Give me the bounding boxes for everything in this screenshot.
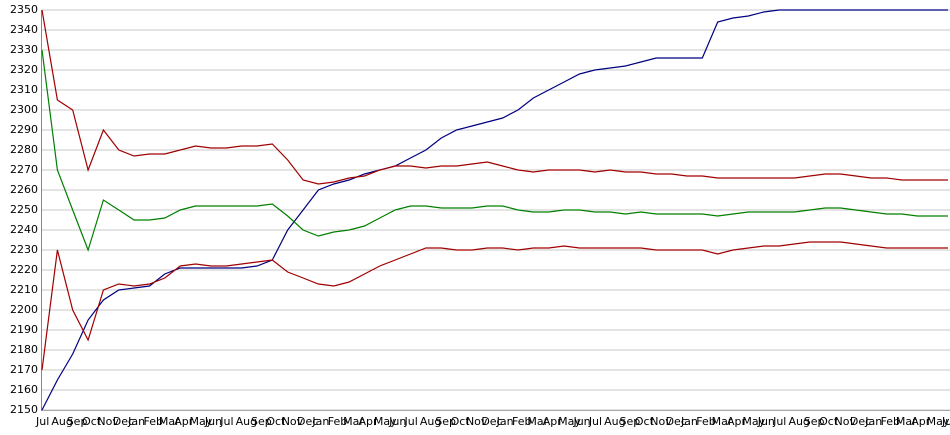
x-tick-label: Dec [666, 415, 687, 428]
x-tick-label: Jul [404, 415, 418, 428]
x-tick-label: Jul [588, 415, 602, 428]
x-tick-label: Apr [174, 415, 194, 428]
x-tick-label: Nov [466, 415, 488, 428]
x-tick-label: Jan [127, 415, 145, 428]
y-tick-label: 2330 [10, 43, 38, 56]
x-tick-label: Mar [712, 415, 733, 428]
x-tick-label: Apr [911, 415, 931, 428]
series-line [41, 9, 948, 411]
x-tick-label: Jul [772, 415, 786, 428]
x-tick-label: Jan [311, 415, 329, 428]
x-tick-label: Sep [620, 415, 641, 428]
x-tick-label: Feb [881, 415, 900, 428]
y-tick-label: 2180 [10, 343, 38, 356]
x-tick-label: Mar [343, 415, 364, 428]
x-tick-label: Nov [650, 415, 672, 428]
x-tick-label: Aug [420, 415, 441, 428]
x-tick-label: Apr [543, 415, 563, 428]
x-tick-label: Mar [159, 415, 180, 428]
x-tick-label: Aug [51, 415, 72, 428]
x-tick-label: May [558, 415, 581, 428]
x-tick-label: Oct [266, 415, 286, 428]
y-tick-label: 2340 [10, 23, 38, 36]
x-tick-label: Jan [496, 415, 514, 428]
y-tick-label: 2170 [10, 363, 38, 376]
x-tick-label: Jun [204, 415, 222, 428]
x-tick-label: Jun [388, 415, 406, 428]
x-tick-label: Apr [727, 415, 747, 428]
y-tick-label: 2230 [10, 243, 38, 256]
y-tick-label: 2290 [10, 123, 38, 136]
y-tick-label: 2280 [10, 143, 38, 156]
x-tick-label: Aug [236, 415, 257, 428]
x-tick-label: Dec [850, 415, 871, 428]
y-tick-label: 2240 [10, 223, 38, 236]
y-tick-label: 2310 [10, 83, 38, 96]
x-tick-label: Dec [297, 415, 318, 428]
x-tick-label: Feb [696, 415, 715, 428]
x-tick-label: Jun [757, 415, 775, 428]
x-tick-label: May [374, 415, 397, 428]
x-tick-label: Dec [113, 415, 134, 428]
y-tick-label: 2220 [10, 263, 38, 276]
x-tick-label: Feb [143, 415, 162, 428]
y-tick-label: 2350 [10, 3, 38, 16]
x-tick-label: Jan [680, 415, 698, 428]
x-tick-label: Oct [451, 415, 471, 428]
y-tick-label: 2150 [10, 403, 38, 416]
x-tick-label: Oct [635, 415, 655, 428]
x-tick-label: Apr [358, 415, 378, 428]
x-tick-label: Jun [941, 415, 950, 428]
x-tick-label: Aug [788, 415, 809, 428]
y-tick-label: 2210 [10, 283, 38, 296]
x-tick-label: May [742, 415, 765, 428]
x-tick-label: Mar [527, 415, 548, 428]
x-tick-label: Nov [97, 415, 119, 428]
series-line [41, 241, 948, 371]
x-tick-label: Sep [435, 415, 456, 428]
y-tick-label: 2320 [10, 63, 38, 76]
x-tick-label: Sep [251, 415, 272, 428]
x-tick-label: Sep [67, 415, 88, 428]
x-tick-label: Mar [896, 415, 917, 428]
x-tick-label: Oct [819, 415, 839, 428]
x-tick-label: May [190, 415, 213, 428]
y-tick-label: 2200 [10, 303, 38, 316]
x-tick-label: Aug [604, 415, 625, 428]
x-tick-label: Feb [512, 415, 531, 428]
x-tick-label: Nov [835, 415, 857, 428]
x-tick-label: Oct [82, 415, 102, 428]
y-tick-label: 2260 [10, 183, 38, 196]
x-tick-label: May [927, 415, 950, 428]
x-tick-label: Dec [481, 415, 502, 428]
x-tick-label: Feb [328, 415, 347, 428]
x-tick-label: Jul [35, 415, 49, 428]
series-line [41, 49, 948, 252]
y-tick-label: 2270 [10, 163, 38, 176]
y-tick-label: 2160 [10, 383, 38, 396]
y-tick-label: 2250 [10, 203, 38, 216]
y-tick-label: 2190 [10, 323, 38, 336]
x-tick-label: Jul [219, 415, 233, 428]
y-tick-label: 2300 [10, 103, 38, 116]
series-line [41, 9, 948, 185]
x-tick-label: Jan [864, 415, 882, 428]
x-tick-label: Nov [282, 415, 304, 428]
x-tick-label: Sep [804, 415, 825, 428]
x-tick-label: Jun [572, 415, 590, 428]
